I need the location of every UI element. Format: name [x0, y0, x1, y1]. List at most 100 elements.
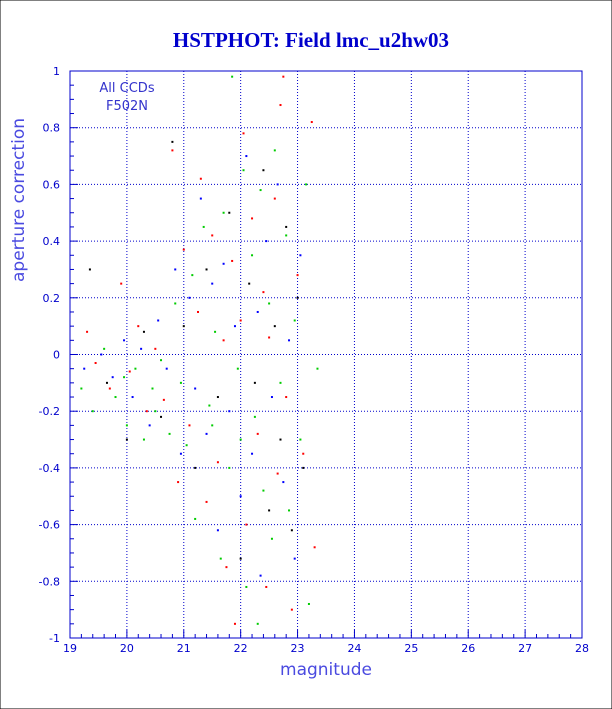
data-point: [259, 189, 262, 192]
data-point: [114, 396, 117, 399]
data-point: [80, 387, 83, 390]
data-point: [188, 296, 191, 299]
data-point: [228, 466, 231, 469]
axis-ticks: 19 20 21 22 23 24 25 26 27 28 -1 -0.8 -0.6 -0.4 -0.2 0 0…: [39, 65, 589, 655]
y-tick-label: 0.6: [43, 178, 61, 191]
data-point: [296, 296, 299, 299]
data-point: [296, 274, 299, 277]
data-point: [236, 367, 239, 370]
data-point: [211, 424, 214, 427]
grid-lines: [70, 71, 582, 638]
data-point: [182, 248, 185, 251]
data-point: [245, 523, 248, 526]
data-point: [293, 319, 296, 322]
data-point: [285, 234, 288, 237]
data-point: [179, 452, 182, 455]
y-tick-label: 0.2: [43, 292, 61, 305]
data-point: [239, 438, 242, 441]
data-point: [256, 310, 259, 313]
data-point: [245, 155, 248, 158]
y-tick-label: 0.4: [43, 235, 61, 248]
data-point: [228, 211, 231, 214]
data-point: [222, 262, 225, 265]
data-point: [199, 177, 202, 180]
data-point: [270, 537, 273, 540]
data-point: [253, 381, 256, 384]
data-point: [182, 325, 185, 328]
y-tick-label: -0.6: [39, 519, 60, 532]
data-point: [265, 240, 268, 243]
data-point: [262, 291, 265, 294]
data-point: [273, 325, 276, 328]
data-point: [285, 225, 288, 228]
data-point: [233, 622, 236, 625]
data-point: [251, 254, 254, 257]
data-point: [148, 424, 151, 427]
y-tick-label: -0.4: [39, 462, 60, 475]
x-tick-label: 19: [63, 642, 77, 655]
x-tick-label: 22: [234, 642, 248, 655]
data-point: [265, 585, 268, 588]
data-point: [288, 339, 291, 342]
data-point: [231, 259, 234, 262]
data-point: [276, 472, 279, 475]
data-point: [248, 282, 251, 285]
x-tick-label: 20: [120, 642, 134, 655]
data-point: [216, 461, 219, 464]
data-point: [151, 387, 154, 390]
data-point: [125, 424, 128, 427]
y-tick-label: 0: [53, 349, 60, 362]
data-point: [105, 381, 108, 384]
data-point: [273, 149, 276, 152]
data-point: [185, 444, 188, 447]
data-point: [273, 197, 276, 200]
data-point: [137, 325, 140, 328]
data-point: [282, 481, 285, 484]
data-point: [177, 481, 180, 484]
data-point: [179, 381, 182, 384]
data-point: [279, 381, 282, 384]
data-point: [242, 169, 245, 172]
data-point: [216, 396, 219, 399]
y-tick-label: 0.8: [43, 122, 61, 135]
data-point: [120, 282, 123, 285]
data-point: [128, 370, 131, 373]
data-point: [199, 197, 202, 200]
data-point: [279, 104, 282, 107]
data-point: [174, 302, 177, 305]
data-point: [125, 438, 128, 441]
data-point: [293, 557, 296, 560]
data-point: [222, 211, 225, 214]
data-point: [134, 367, 137, 370]
data-point: [197, 310, 199, 313]
x-axis-label: magnitude: [280, 660, 372, 680]
y-tick-label: -1: [49, 632, 60, 645]
data-point: [307, 602, 310, 605]
data-point: [245, 585, 248, 588]
x-tick-label: 28: [575, 642, 589, 655]
data-point: [205, 432, 208, 435]
x-tick-label: 21: [177, 642, 191, 655]
data-point: [270, 396, 273, 399]
chart-title: HSTPHOT: Field lmc_u2hw03: [173, 28, 449, 52]
data-point: [142, 330, 145, 333]
data-point: [211, 282, 214, 285]
data-point: [222, 339, 225, 342]
data-point: [262, 169, 265, 172]
data-point: [288, 509, 291, 512]
data-point: [100, 353, 103, 356]
data-point: [88, 268, 91, 271]
data-point: [285, 396, 288, 399]
data-point: [256, 432, 259, 435]
data-point: [191, 274, 194, 277]
data-point: [316, 367, 319, 370]
data-point: [305, 183, 308, 186]
data-point: [202, 225, 205, 228]
data-points: [80, 75, 319, 625]
data-point: [219, 557, 222, 560]
data-point: [123, 376, 126, 379]
x-tick-label: 23: [291, 642, 305, 655]
data-point: [233, 325, 236, 328]
y-tick-label: -0.2: [39, 405, 60, 418]
data-point: [239, 557, 242, 560]
